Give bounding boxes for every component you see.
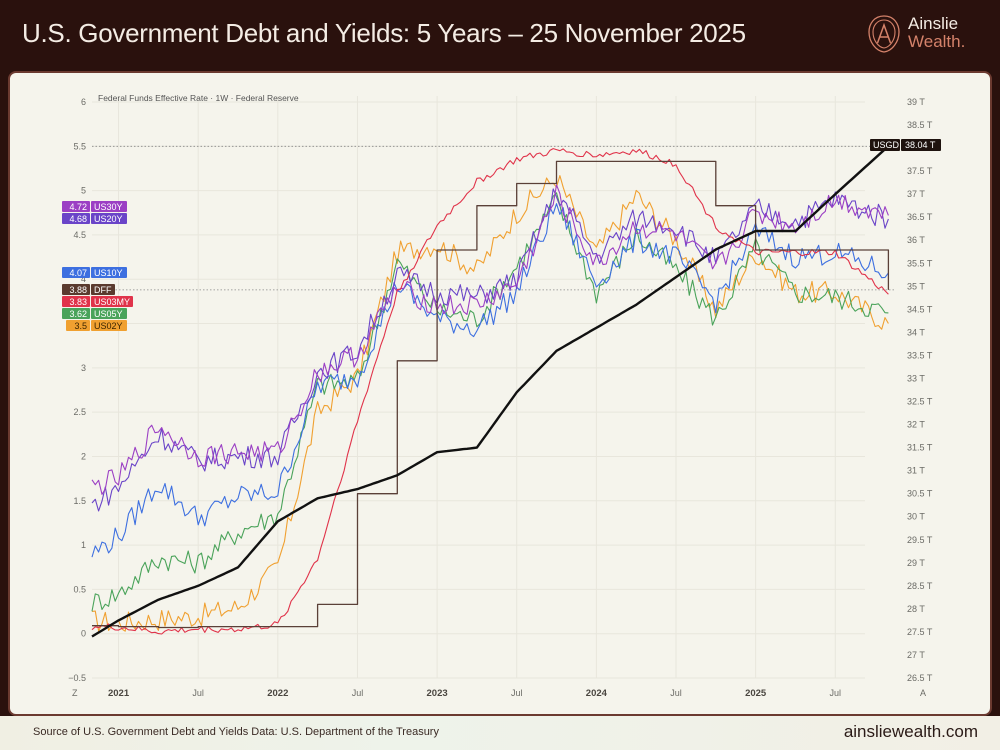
left-axis-tick: 5.5 [73,141,86,151]
left-axis-tick: 1.5 [73,496,86,506]
series-line-us20y [91,188,889,512]
right-axis-tick: 29.5 T [907,535,933,545]
badge-value: 4.68 [69,214,87,224]
website-link[interactable]: ainsliewealth.com [843,722,978,741]
right-axis-tick: 38.5 T [907,120,933,130]
right-axis-tick: 27 T [907,650,925,660]
badge-label: US30Y [94,202,123,212]
logo-text-wealth: Wealth. [908,32,966,51]
right-axis-tick: 35.5 T [907,258,933,268]
series-value-badges: 4.72 US30Y 4.68 US20Y 4.07 US10Y 3.88 DFF 3.83 US… [62,139,941,331]
right-axis-tick: 30.5 T [907,489,933,499]
x-axis-tick: 2021 [108,688,130,699]
series-lines [91,145,890,638]
data-source-note: Source of U.S. Government Debt and Yield… [33,726,439,738]
series-line-us02y [91,175,889,632]
badge-value: 3.62 [69,309,87,319]
badge-label: DFF [94,285,112,295]
right-axis-tick: 28.5 T [907,581,933,591]
right-axis-tick: 31 T [907,466,925,476]
ainslie-wealth-logo: Ainslie Wealth. [866,14,986,54]
chart-grid [92,96,865,679]
series-line-us10y [91,203,889,558]
chart-subtitle: Federal Funds Effective Rate · 1W · Fede… [98,93,299,103]
right-axis-tick: 26.5 T [907,673,933,683]
left-axis-tick: 3 [81,363,86,373]
x-axis-tick: 2023 [427,688,448,699]
right-axis-tick: 27.5 T [907,627,933,637]
x-axis: 2021 Jul 2022 Jul 2023 Jul 2024 Jul 2025 Jul [108,688,841,699]
badge-label: USGD [873,140,900,150]
badge-value: 3.5 [74,321,87,331]
page-title: U.S. Government Debt and Yields: 5 Years… [22,18,746,48]
left-axis-tick: 2.5 [73,407,86,417]
badge-value: 4.72 [69,202,87,212]
x-axis-tick: 2022 [267,688,288,699]
left-axis-tick: 5 [81,186,86,196]
left-axis-tick: 4 [81,274,86,284]
left-axis-tick: 0 [81,629,86,639]
chart-canvas: 6 5.5 5 4.5 4 3.5 3 2.5 2 1.5 1 0.5 0 −0.5 Z 39 T 38.5 … [62,93,941,699]
right-axis-tick: 31.5 T [907,443,933,453]
right-axis-tick: 35 T [907,281,925,291]
right-axis-tick: 39 T [907,97,925,107]
badge-label: US03MY [94,297,130,307]
right-axis-corner-label: A [920,688,926,698]
header-bar: U.S. Government Debt and Yields: 5 Years… [0,0,1000,70]
badge-usgd: USGD 38.04 T [870,139,941,151]
badge-label: US05Y [94,309,123,319]
badge-value: 3.83 [69,297,87,307]
left-axis-tick: 0.5 [73,584,86,594]
badge-us02y: 3.5 US02Y [66,320,127,331]
right-axis-tick: 33 T [907,373,925,383]
right-axis-tick: 32.5 T [907,397,933,407]
x-axis-tick: Jul [352,688,364,698]
chart-card [8,71,992,716]
badge-us05y: 3.62 US05Y [62,308,127,319]
x-axis-tick: Jul [670,688,682,698]
badge-label: US20Y [94,214,123,224]
reference-lines [92,145,895,291]
left-axis-tick: 1 [81,540,86,550]
badge-value: 4.07 [69,268,87,278]
left-axis-tick: −0.5 [68,673,86,683]
right-axis-tick: 28 T [907,604,925,614]
right-axis-tick: 36.5 T [907,212,933,222]
badge-us20y: 4.68 US20Y [62,213,127,224]
right-y-axis: 39 T38.5 T38 T37.5 T37 T36.5 T36 T35.5 T… [907,97,933,698]
x-axis-tick: Jul [830,688,842,698]
badge-us03my: 3.83 US03MY [62,296,133,307]
right-axis-tick: 32 T [907,420,925,430]
series-line-us03my [91,148,889,635]
footer-bar: Source of U.S. Government Debt and Yield… [0,716,1000,750]
badge-us30y: 4.72 US30Y [62,201,127,212]
series-line-usgd [91,145,890,638]
right-axis-tick: 34.5 T [907,304,933,314]
right-axis-tick: 37.5 T [907,166,933,176]
x-axis-tick: Jul [192,688,204,698]
x-axis-tick: 2025 [745,688,767,699]
right-axis-tick: 34 T [907,327,925,337]
x-axis-tick: Jul [511,688,523,698]
badge-us10y: 4.07 US10Y [62,267,127,278]
left-axis-tick: 6 [81,97,86,107]
left-y-axis: 6 5.5 5 4.5 4 3.5 3 2.5 2 1.5 1 0.5 0 −0.5 Z [68,97,86,698]
left-axis-tick: 2 [81,451,86,461]
logo-text-ainslie: Ainslie [908,14,959,33]
badge-label: US02Y [94,321,123,331]
left-axis-corner-label: Z [72,688,78,698]
series-line-dff [92,160,890,629]
right-axis-tick: 36 T [907,235,925,245]
right-axis-tick: 37 T [907,189,925,199]
badge-value: 3.88 [69,285,87,295]
right-axis-tick: 33.5 T [907,350,933,360]
ainslie-a-icon [868,15,900,53]
left-axis-tick: 4.5 [73,230,86,240]
badge-dff: 3.88 DFF [62,284,115,295]
badge-value: 38.04 T [905,140,936,150]
badge-label: US10Y [94,268,123,278]
right-axis-tick: 30 T [907,512,925,522]
right-axis-tick: 29 T [907,558,925,568]
x-axis-tick: 2024 [586,688,608,699]
